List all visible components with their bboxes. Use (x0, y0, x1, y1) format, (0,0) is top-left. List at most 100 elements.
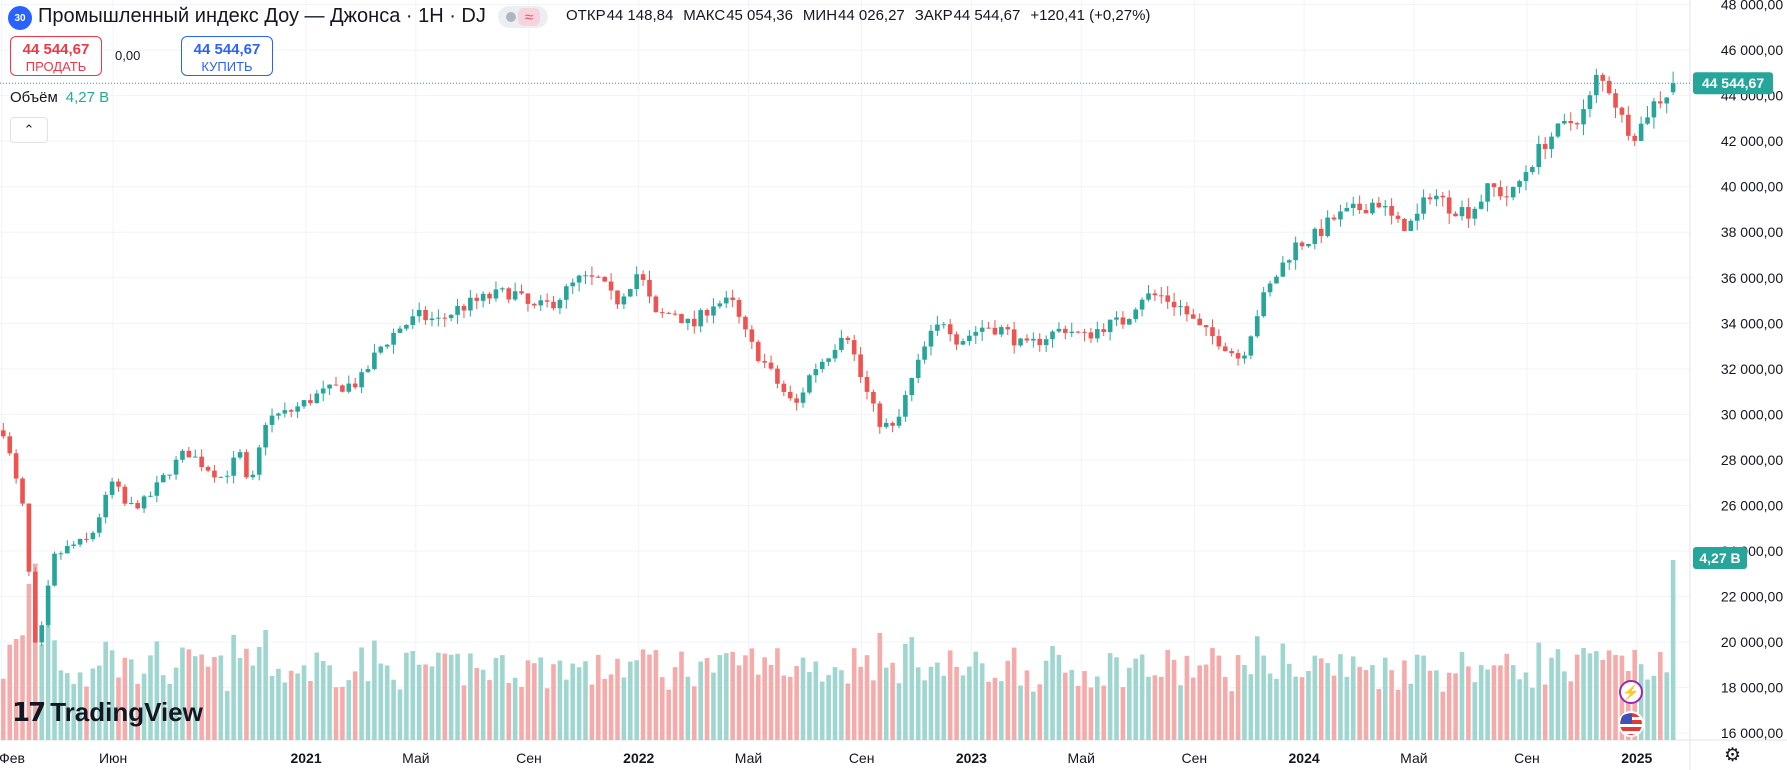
volume-bar (250, 665, 256, 740)
lightning-icon[interactable]: ⚡ (1619, 680, 1643, 704)
symbol-badge[interactable]: 30 (8, 6, 32, 30)
candle-body (960, 341, 966, 345)
volume-bar (602, 678, 608, 740)
volume-bar (1043, 660, 1049, 740)
volume-bar (813, 661, 819, 740)
candle-body (1274, 276, 1279, 284)
volume-bar (224, 690, 230, 740)
candle-body (730, 297, 735, 301)
candle-body (755, 341, 761, 361)
indicator-status-pill[interactable]: ≈ (498, 6, 548, 28)
candle-body (640, 274, 646, 280)
volume-bar (1018, 685, 1023, 740)
volume-bar (365, 681, 371, 740)
volume-bar (1600, 659, 1606, 740)
candle-body (781, 383, 787, 392)
volume-bar (711, 672, 716, 740)
candle-body (890, 422, 895, 426)
candle-body (1466, 207, 1471, 219)
volume-bar (935, 662, 940, 740)
symbol-title[interactable]: Промышленный индекс Доу — Джонса · 1Н · … (38, 5, 486, 27)
candle-body (1011, 329, 1017, 346)
candle-body (1197, 318, 1202, 326)
candle-body (1510, 186, 1516, 198)
candle-body (583, 275, 588, 277)
volume-bar (231, 634, 236, 740)
candle-body (602, 276, 608, 282)
candle-body (378, 346, 384, 353)
volume-bar (1063, 672, 1068, 740)
candle-body (186, 450, 192, 458)
volume-bar (378, 663, 384, 740)
volume-bar (487, 680, 492, 740)
candle-body (429, 318, 435, 321)
volume-bar (896, 683, 902, 740)
tradingview-logo[interactable]: 17 TradingView (12, 697, 203, 728)
volume-bar (653, 650, 659, 740)
candle-body (1606, 80, 1612, 94)
volume-bar (135, 683, 140, 740)
candle-body (218, 476, 224, 478)
candle-body (13, 453, 19, 479)
us-flag-icon[interactable] (1618, 711, 1644, 737)
volume-bar (1139, 654, 1145, 740)
candle-body (941, 324, 947, 326)
candle-body (903, 395, 908, 417)
volume-bar (1453, 673, 1458, 740)
candle-body (122, 486, 128, 504)
candle-body (794, 398, 799, 403)
candle-body (1555, 123, 1561, 137)
candle-body (506, 288, 512, 300)
candle-body (1024, 338, 1030, 341)
candle-body (1107, 319, 1113, 333)
volume-bar (1229, 691, 1234, 740)
candle-body (832, 349, 838, 359)
candle-body (52, 553, 57, 586)
candle-body (775, 368, 780, 384)
volume-bar (1088, 687, 1094, 740)
candle-body (1254, 316, 1260, 337)
volume-bar (1037, 684, 1043, 740)
candle-body (1031, 338, 1036, 341)
volume-bar (436, 652, 441, 740)
volume-bar (538, 657, 544, 740)
settings-gear-icon[interactable]: ⚙ (1724, 745, 1742, 766)
volume-bar (1357, 666, 1362, 740)
volume-bar (1095, 676, 1100, 740)
candle-body (525, 293, 531, 304)
volume-bar (180, 647, 185, 740)
volume-bar (1658, 652, 1663, 740)
candle-body (896, 416, 902, 426)
candle-body (1344, 207, 1350, 212)
volume-bar (1306, 670, 1311, 740)
candle-body (404, 324, 409, 329)
volume-bar (621, 677, 627, 740)
sell-button[interactable]: 44 544,67 ПРОДАТЬ (10, 36, 102, 76)
volume-bar (218, 655, 224, 740)
volume-bar (33, 563, 38, 740)
candle-body (1357, 203, 1362, 211)
last-volume-label: 4,27 B (1699, 550, 1740, 566)
volume-bar (1280, 643, 1286, 740)
candle-body (1421, 197, 1426, 214)
candle-body (634, 274, 639, 290)
candle-body (96, 517, 102, 533)
volume-bar (372, 640, 377, 740)
volume-bar (986, 681, 991, 740)
collapse-legend-button[interactable]: ⌃ (10, 117, 48, 143)
candle-body (141, 496, 147, 509)
volume-bar (1472, 682, 1478, 740)
candle-body (947, 324, 953, 335)
candle-body (205, 467, 211, 471)
buy-button[interactable]: 44 544,67 КУПИТЬ (181, 36, 273, 76)
volume-bar (698, 661, 703, 740)
volume-bar (1293, 676, 1298, 740)
candle-body (487, 293, 492, 299)
volume-legend[interactable]: Объём 4,27 B (10, 89, 109, 106)
volume-bar (186, 649, 192, 740)
volume-bar (1574, 654, 1580, 740)
volume-bar (871, 680, 876, 740)
volume-bar (1491, 665, 1497, 740)
candle-body (1139, 299, 1145, 310)
